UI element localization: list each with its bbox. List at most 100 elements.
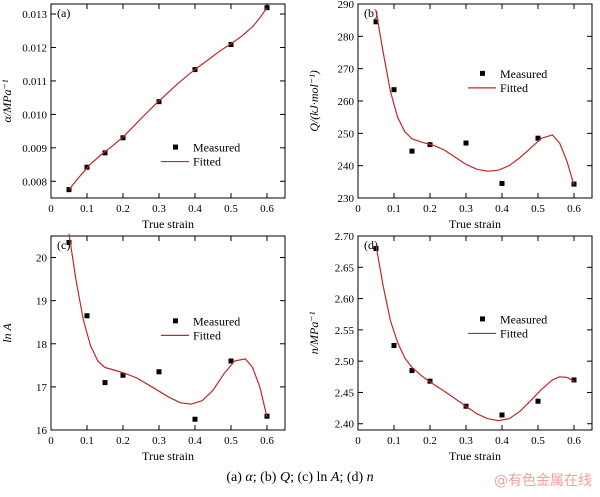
- legend-label-measured: Measured: [193, 141, 240, 155]
- x-axis-label: True strain: [142, 217, 194, 231]
- x-tick-label: 0.4: [188, 435, 202, 447]
- y-tick-label: 2.70: [335, 231, 355, 243]
- x-tick-label: 0.2: [116, 435, 130, 447]
- x-tick-label: 0.1: [387, 435, 401, 447]
- plot-frame-a: [50, 3, 286, 199]
- legend-marker-measured: [172, 318, 178, 324]
- measured-point: [228, 358, 234, 364]
- x-axis-label: True strain: [142, 449, 194, 463]
- y-tick-label: 16: [36, 425, 48, 437]
- measured-point: [84, 313, 90, 319]
- caption-part: ; (d): [339, 470, 367, 485]
- x-tick-label: 0.5: [224, 203, 238, 215]
- y-tick-label: 240: [338, 161, 355, 173]
- fitted-curve: [68, 7, 268, 190]
- caption-symbol-n: n: [366, 470, 374, 485]
- legend-label-fitted: Fitted: [193, 155, 221, 169]
- x-tick-label: 0.2: [423, 203, 437, 215]
- x-tick-label: 0.6: [260, 435, 274, 447]
- y-tick-label: 17: [36, 382, 48, 394]
- y-tick-label: 2.60: [335, 294, 355, 306]
- caption-symbol-a: A: [330, 470, 340, 485]
- x-tick-label: 0.3: [459, 435, 473, 447]
- x-tick-label: 0: [48, 435, 54, 447]
- y-tick-label: 2.45: [335, 387, 355, 399]
- fitted-curve: [68, 233, 268, 418]
- measured-point: [571, 377, 577, 383]
- x-tick-label: 0.3: [459, 203, 473, 215]
- measured-point: [373, 19, 379, 25]
- x-tick-label: 0: [355, 203, 361, 215]
- measured-point: [264, 5, 270, 11]
- x-tick-label: 0.4: [188, 203, 202, 215]
- measured-point: [102, 150, 108, 156]
- x-tick-label: 0.1: [80, 203, 94, 215]
- x-tick-label: 0: [48, 203, 54, 215]
- measured-point: [102, 380, 108, 386]
- y-axis-label: α/MPa⁻¹: [0, 79, 14, 122]
- measured-point: [120, 372, 126, 378]
- x-axis-label: True strain: [449, 449, 501, 463]
- y-tick-label: 19: [36, 296, 48, 308]
- fitted-curve: [375, 10, 575, 186]
- panel-label: (b): [364, 6, 378, 20]
- y-tick-label: 2.55: [335, 325, 355, 337]
- legend-label-measured: Measured: [500, 312, 547, 326]
- legend-label-fitted: Fitted: [193, 328, 221, 342]
- legend-marker-measured: [479, 70, 485, 76]
- y-tick-label: 2.50: [335, 356, 355, 368]
- legend-label-measured: Measured: [193, 314, 240, 328]
- caption-symbol-q: Q: [279, 470, 291, 485]
- y-tick-label: 0.011: [23, 76, 47, 88]
- legend-label-fitted: Fitted: [500, 326, 528, 340]
- x-tick-label: 0.6: [260, 203, 274, 215]
- watermark: @有色金属在线: [494, 473, 592, 489]
- caption-part: ; (b): [252, 470, 280, 485]
- x-tick-label: 0.6: [567, 435, 581, 447]
- y-tick-label: 250: [338, 128, 355, 140]
- measured-point: [409, 368, 415, 374]
- figure-caption: (a) α; (b) Q; (c) ln A; (d) n: [0, 470, 600, 486]
- measured-point: [409, 148, 415, 154]
- measured-point: [192, 416, 198, 422]
- y-tick-label: 0.010: [22, 109, 47, 121]
- measured-point: [463, 140, 469, 146]
- caption-part: (a): [226, 470, 246, 485]
- y-tick-label: 0.009: [22, 143, 47, 155]
- y-tick-label: 270: [338, 64, 355, 76]
- measured-point: [499, 412, 505, 418]
- legend-label-measured: Measured: [500, 67, 547, 81]
- y-tick-label: 18: [36, 339, 48, 351]
- x-tick-label: 0.4: [495, 203, 509, 215]
- x-tick-label: 0.3: [152, 435, 166, 447]
- x-tick-label: 0.2: [423, 435, 437, 447]
- panel-label: (a): [57, 6, 70, 20]
- measured-point: [391, 343, 397, 349]
- legend-marker-measured: [479, 316, 485, 322]
- x-tick-label: 0.5: [531, 203, 545, 215]
- x-tick-label: 0.4: [495, 435, 509, 447]
- y-tick-label: 20: [36, 253, 48, 265]
- x-tick-label: 0.1: [80, 435, 94, 447]
- x-tick-label: 0.3: [152, 203, 166, 215]
- y-tick-label: 0.012: [22, 42, 47, 54]
- legend-label-fitted: Fitted: [500, 81, 528, 95]
- y-tick-label: 0.008: [22, 176, 47, 188]
- legend-marker-measured: [172, 144, 178, 150]
- x-tick-label: 0.5: [224, 435, 238, 447]
- y-axis-label: n/MPa⁻¹: [307, 311, 321, 354]
- x-tick-label: 0.6: [567, 203, 581, 215]
- y-tick-label: 230: [338, 193, 355, 205]
- x-tick-label: 0.2: [116, 203, 130, 215]
- y-axis-label: ln A: [0, 323, 14, 343]
- fitted-curve: [375, 245, 575, 422]
- measured-point: [391, 87, 397, 93]
- x-tick-label: 0: [355, 435, 361, 447]
- y-tick-label: 2.40: [335, 419, 355, 431]
- measured-point: [535, 135, 541, 141]
- measured-point: [156, 369, 162, 375]
- measured-point: [535, 398, 541, 404]
- y-tick-label: 0.013: [22, 9, 47, 21]
- measured-point: [499, 180, 505, 186]
